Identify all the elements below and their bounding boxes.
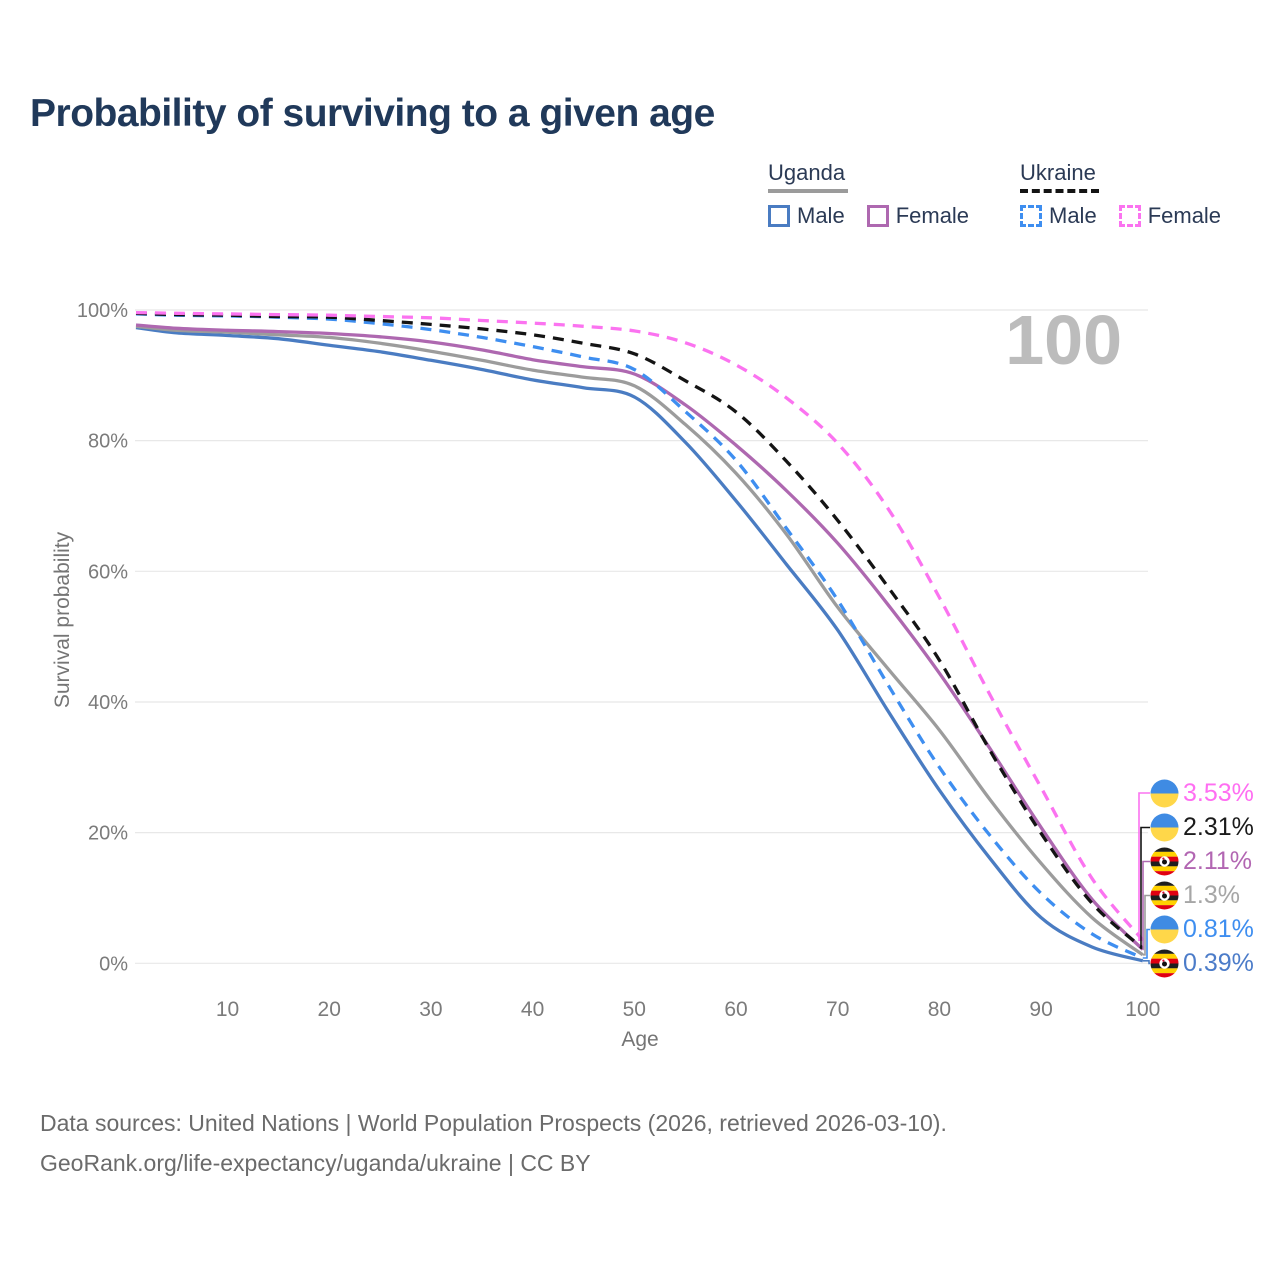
y-tick-label: 80% <box>88 431 128 453</box>
x-tick-label: 100 <box>1125 998 1160 1021</box>
y-axis-title: Survival probability <box>51 531 74 709</box>
x-tick-label: 50 <box>623 998 646 1021</box>
legend-item-ukraine-female[interactable]: Female <box>1118 203 1222 229</box>
flag-uganda-icon <box>1150 881 1179 910</box>
end-label-connector <box>1140 826 1150 949</box>
legend-group-uganda: Uganda Male Female <box>768 160 969 229</box>
legend-swatch-ukraine-female-icon <box>1118 205 1141 227</box>
end-label-value: 3.53% <box>1183 778 1254 807</box>
legend-item-uganda-male[interactable]: Male <box>768 203 845 229</box>
series-line-uganda-male <box>135 325 1144 963</box>
flag-uganda-icon <box>1150 847 1179 876</box>
legend-title-ukraine: Ukraine <box>1020 160 1099 193</box>
chart-title: Probability of surviving to a given age <box>30 92 715 135</box>
legend-swatch-uganda-female-icon <box>866 205 889 227</box>
end-label-row-uganda-male: 0.39% <box>1150 949 1254 979</box>
series-line-ukraine-total <box>135 311 1144 950</box>
x-tick-label: 20 <box>318 998 341 1021</box>
x-tick-label: 40 <box>521 998 544 1021</box>
end-label-connector <box>1142 960 1150 965</box>
legend-item-ukraine-male[interactable]: Male <box>1020 203 1097 229</box>
end-label-connector <box>1142 860 1150 951</box>
end-label-value: 0.81% <box>1183 915 1254 943</box>
end-label-value: 2.31% <box>1183 813 1254 841</box>
end-label-row-uganda-total: 1.3% <box>1150 881 1240 911</box>
legend-item-label: Female <box>895 203 970 228</box>
footer-attribution: GeoRank.org/life-expectancy/uganda/ukrai… <box>40 1150 591 1176</box>
x-tick-label: 80 <box>928 998 951 1021</box>
end-label-connector <box>1142 894 1150 956</box>
legend-item-label: Female <box>1147 203 1222 228</box>
flag-uganda-icon <box>1150 949 1179 978</box>
legend-swatch-uganda-male-icon <box>768 205 790 227</box>
legend-swatch-ukraine-male-icon <box>1020 205 1042 227</box>
legend-group-ukraine: Ukraine Male Female <box>1020 160 1221 229</box>
end-label-row-ukraine-total: 2.31% <box>1150 813 1254 843</box>
legend-title-uganda: Uganda <box>768 160 849 193</box>
flag-ukraine-icon <box>1150 915 1179 944</box>
legend-item-label: Male <box>797 203 845 228</box>
series-line-uganda-female <box>135 323 1144 951</box>
series-line-ukraine-female <box>135 310 1145 942</box>
watermark-age-100: 100 <box>1005 301 1122 379</box>
y-tick-label: 60% <box>88 561 128 583</box>
flag-ukraine-icon <box>1150 779 1179 807</box>
x-tick-label: 10 <box>216 998 239 1021</box>
y-tick-label: 100% <box>77 300 128 322</box>
series-line-uganda-total <box>135 324 1144 957</box>
end-label-value: 1.3% <box>1183 881 1240 909</box>
end-label-row-ukraine-male: 0.81% <box>1150 915 1254 945</box>
x-tick-label: 30 <box>419 998 442 1021</box>
x-tick-label: 60 <box>724 998 747 1021</box>
x-axis-title: Age <box>621 1028 659 1051</box>
x-tick-label: 90 <box>1029 998 1052 1021</box>
x-tick-label: 70 <box>826 998 849 1021</box>
flag-ukraine-icon <box>1150 813 1179 842</box>
end-label-value: 2.11% <box>1183 847 1253 875</box>
legend-item-uganda-female[interactable]: Female <box>866 203 970 229</box>
footer-data-sources: Data sources: United Nations | World Pop… <box>40 1110 947 1136</box>
y-tick-label: 0% <box>99 953 128 975</box>
end-label-row-ukraine-female: 3.53% <box>1150 778 1254 808</box>
y-tick-label: 20% <box>88 823 128 845</box>
y-tick-label: 40% <box>88 692 128 714</box>
legend-item-label: Male <box>1049 203 1097 228</box>
end-label-value: 0.39% <box>1183 949 1254 977</box>
end-label-connector <box>1142 928 1150 959</box>
end-label-row-uganda-female: 2.11% <box>1150 847 1252 877</box>
